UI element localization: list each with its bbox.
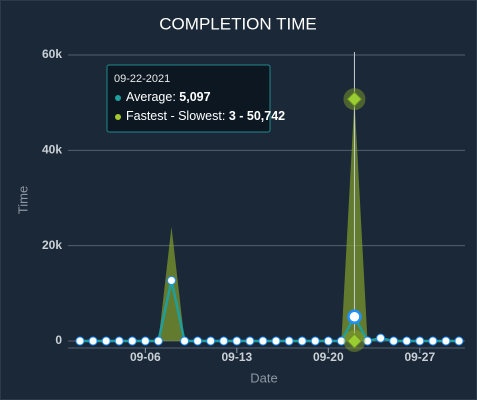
average-point	[193, 336, 203, 346]
tooltip-label: Average:	[126, 90, 176, 104]
average-point	[336, 336, 346, 346]
tooltip-value: 3 - 50,742	[229, 109, 285, 123]
average-point	[101, 336, 111, 346]
average-point	[389, 336, 399, 346]
average-point	[245, 336, 255, 346]
average-point	[258, 336, 268, 346]
average-point	[153, 336, 163, 346]
average-point	[140, 336, 150, 346]
tooltip-label: Fastest - Slowest: 3 - 50,742	[126, 109, 285, 123]
x-tick-label: 09-06	[130, 350, 161, 364]
average-point	[219, 336, 229, 346]
y-axis-label: Time	[15, 186, 30, 214]
average-point	[166, 275, 176, 285]
average-point	[180, 336, 190, 346]
average-point	[271, 336, 281, 346]
x-axis-label: Date	[250, 370, 277, 385]
average-point	[441, 336, 451, 346]
average-point	[402, 336, 412, 346]
average-point	[284, 336, 294, 346]
plot: 0 20k 40k 60k 09-06 09-13 09-20 09-27	[42, 47, 465, 364]
tooltip-label: Average: 5,097	[126, 90, 211, 104]
average-point	[75, 336, 85, 346]
x-tick-label: 09-20	[313, 350, 344, 364]
y-tick-label: 60k	[42, 47, 62, 61]
tooltip-swatch	[115, 95, 121, 101]
range-point	[346, 333, 363, 349]
tooltip-value: 5,097	[179, 90, 210, 104]
average-point	[454, 336, 464, 346]
average-point	[428, 336, 438, 346]
average-point	[88, 336, 98, 346]
average-point	[310, 336, 320, 346]
tooltip-label: Fastest - Slowest:	[126, 109, 225, 123]
tooltip-box	[106, 64, 271, 133]
average-point	[363, 336, 373, 346]
average-point	[376, 333, 386, 343]
average-point	[323, 336, 333, 346]
tooltip-swatch	[115, 114, 121, 120]
range-point	[346, 91, 363, 107]
y-tick-label: 40k	[42, 143, 62, 157]
average-point	[114, 336, 124, 346]
tooltip-title: 09-22-2021	[114, 73, 170, 85]
chart-title: COMPLETION TIME	[159, 14, 316, 33]
average-point	[206, 336, 216, 346]
average-point	[347, 309, 362, 324]
average-point	[232, 336, 242, 346]
average-point	[415, 336, 425, 346]
tooltip: 09-22-2021 Average: 5,097 Fastest - Slow…	[106, 64, 285, 133]
average-point	[297, 336, 307, 346]
y-tick-label: 20k	[42, 238, 62, 252]
x-tick-label: 09-13	[221, 350, 252, 364]
x-tick-label: 09-27	[404, 350, 435, 364]
average-point	[127, 336, 137, 346]
y-tick-label: 0	[55, 333, 62, 347]
